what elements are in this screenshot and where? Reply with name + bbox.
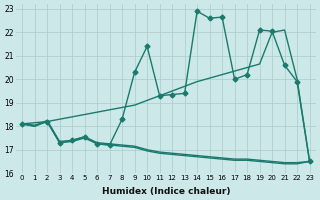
X-axis label: Humidex (Indice chaleur): Humidex (Indice chaleur)	[102, 187, 230, 196]
